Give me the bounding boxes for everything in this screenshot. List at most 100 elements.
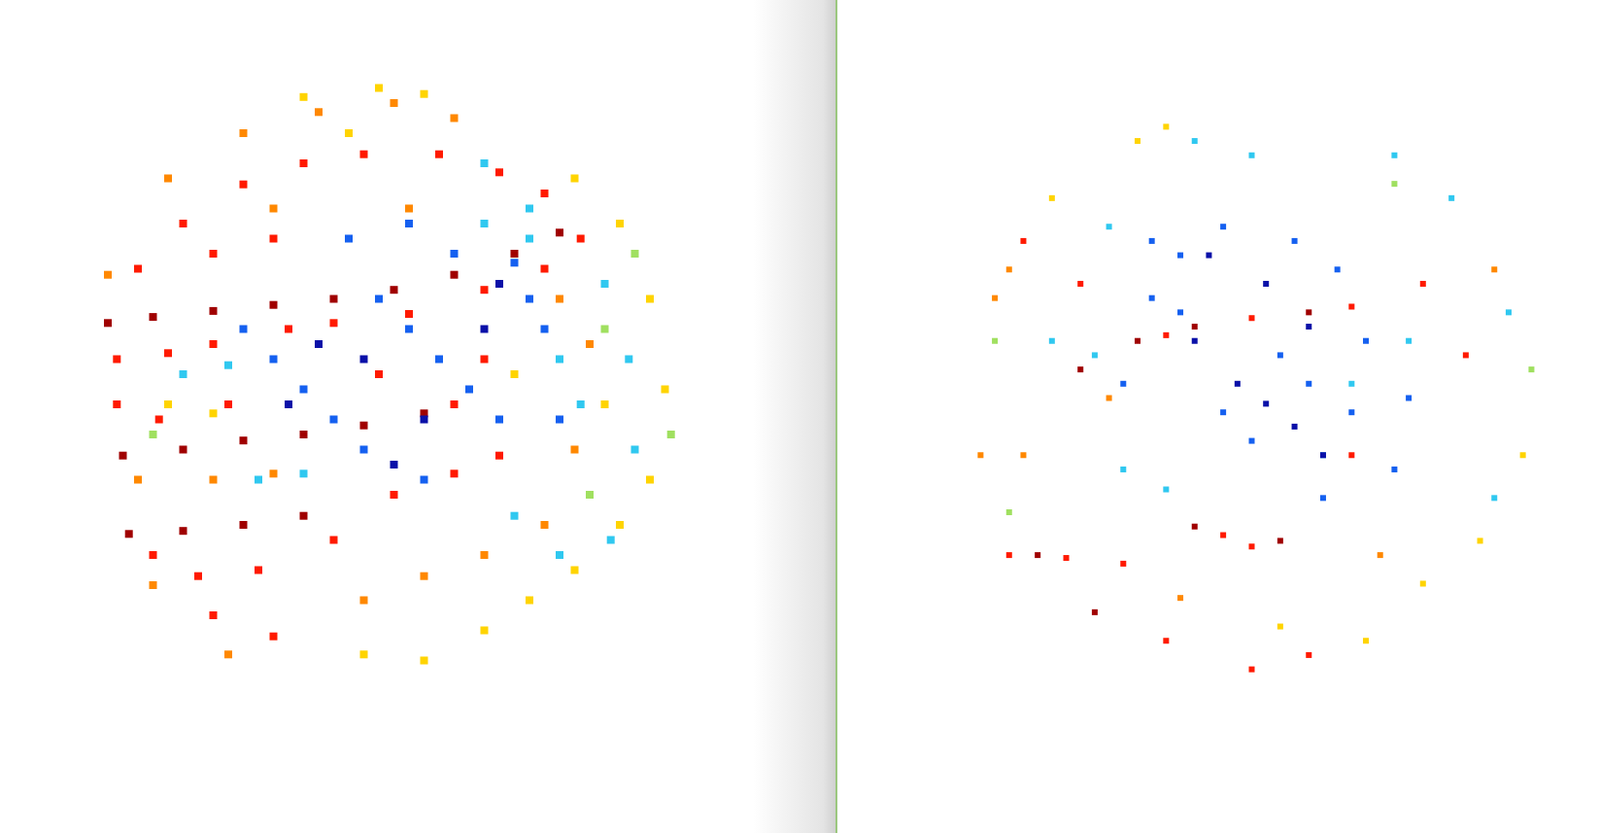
point — [1334, 266, 1341, 273]
point — [179, 526, 188, 535]
point — [571, 445, 579, 454]
point — [480, 626, 489, 635]
point — [1277, 623, 1284, 630]
point — [1162, 332, 1169, 339]
point — [239, 180, 248, 189]
divider-line — [835, 0, 838, 833]
point — [1077, 280, 1084, 287]
point — [164, 400, 172, 409]
point — [1077, 366, 1084, 373]
point — [405, 204, 413, 213]
point — [541, 265, 549, 273]
point — [330, 536, 339, 545]
point — [330, 295, 339, 304]
point — [360, 150, 369, 159]
point — [1362, 637, 1369, 644]
point — [360, 445, 369, 454]
point — [450, 271, 459, 279]
point — [300, 469, 308, 477]
point — [239, 129, 248, 137]
point — [314, 107, 323, 116]
point — [1162, 637, 1169, 644]
point — [1348, 408, 1355, 415]
point — [149, 580, 158, 589]
chart-canvas — [0, 0, 1600, 833]
point — [1177, 594, 1184, 601]
point — [631, 249, 640, 258]
point — [300, 385, 308, 394]
point — [601, 400, 610, 409]
point — [1277, 351, 1284, 358]
point — [314, 340, 323, 348]
point — [125, 529, 134, 538]
point — [480, 325, 489, 334]
point — [1162, 486, 1169, 493]
point — [284, 325, 293, 334]
point — [525, 295, 534, 304]
point — [631, 445, 640, 454]
point — [1520, 451, 1527, 458]
point — [420, 476, 429, 484]
point — [1049, 195, 1056, 202]
point — [1091, 609, 1098, 615]
point — [1191, 523, 1198, 530]
point — [1463, 351, 1469, 358]
point — [224, 400, 233, 409]
point — [577, 235, 585, 243]
point — [270, 469, 278, 477]
point — [480, 550, 489, 559]
point — [607, 536, 615, 545]
point — [1249, 543, 1256, 549]
point — [360, 355, 369, 364]
point — [284, 400, 293, 409]
point — [1362, 338, 1369, 344]
point — [1491, 494, 1498, 501]
point — [450, 469, 459, 477]
point — [510, 511, 519, 520]
point — [615, 520, 624, 529]
point — [1249, 438, 1256, 444]
point — [1034, 551, 1041, 558]
point — [1063, 554, 1070, 561]
point — [1006, 551, 1013, 558]
point — [149, 550, 158, 559]
point — [555, 295, 564, 304]
point — [390, 99, 399, 107]
point — [1448, 195, 1455, 202]
point — [119, 451, 128, 460]
point — [270, 632, 278, 641]
point — [270, 355, 278, 364]
point — [1262, 280, 1269, 287]
point — [270, 204, 278, 213]
point — [239, 325, 248, 334]
point — [1320, 494, 1327, 501]
point — [194, 572, 203, 580]
point — [646, 295, 654, 304]
point — [1305, 380, 1312, 387]
point — [103, 318, 112, 327]
point — [1134, 338, 1141, 344]
point — [405, 309, 413, 318]
point — [330, 318, 339, 327]
point — [1305, 308, 1312, 315]
point — [239, 436, 248, 444]
point — [134, 476, 142, 484]
point — [525, 235, 534, 243]
point — [510, 258, 519, 267]
point — [1177, 308, 1184, 315]
point — [480, 355, 489, 364]
point — [254, 566, 263, 575]
point — [1249, 314, 1256, 321]
point — [1134, 137, 1141, 144]
point — [164, 348, 172, 357]
point — [112, 400, 121, 409]
point — [541, 189, 549, 198]
point — [1220, 408, 1226, 415]
point — [585, 340, 594, 348]
point — [1348, 303, 1355, 309]
point — [1249, 152, 1256, 159]
point — [435, 355, 443, 364]
point — [480, 219, 489, 228]
point — [555, 228, 564, 237]
point — [1477, 537, 1484, 544]
